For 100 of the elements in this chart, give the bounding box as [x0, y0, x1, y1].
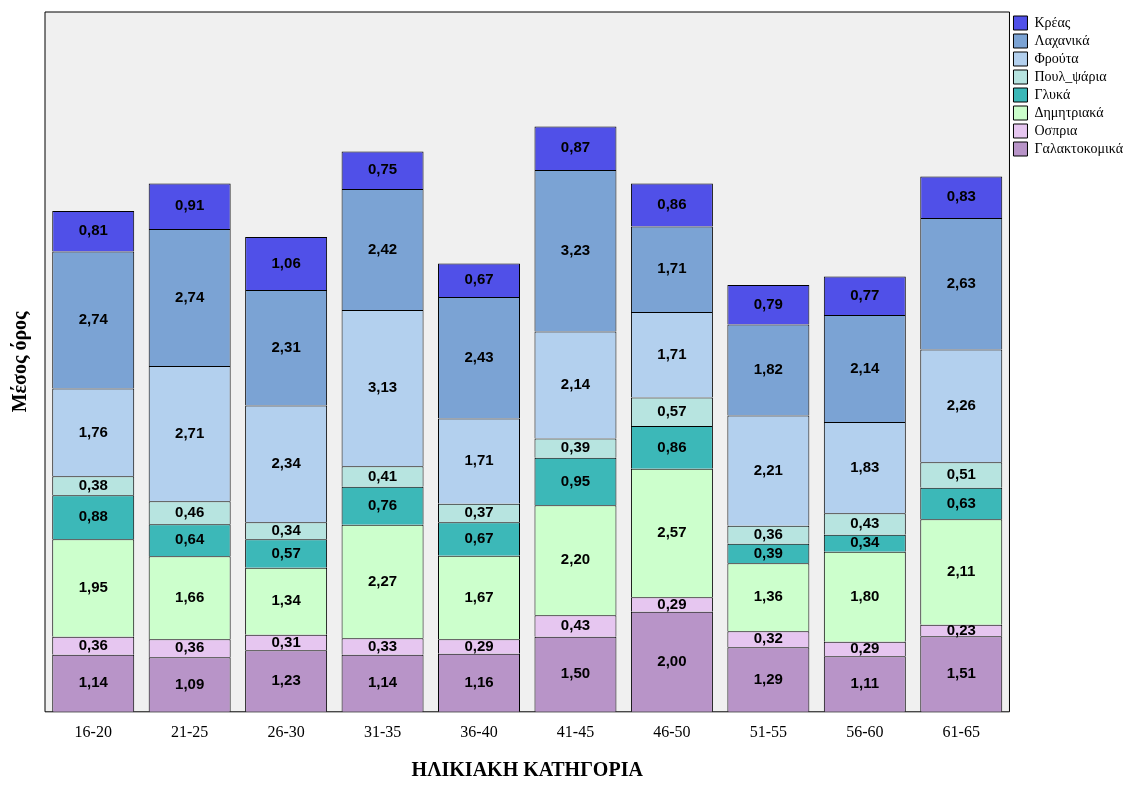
data-label: 0,86 — [657, 195, 687, 213]
data-label: 1,36 — [753, 587, 783, 605]
data-label: 0,57 — [657, 401, 687, 419]
data-label: 1,76 — [78, 422, 108, 440]
data-label: 1,23 — [271, 671, 301, 689]
data-label: 2,26 — [946, 396, 976, 414]
data-label: 0,51 — [946, 465, 976, 483]
data-label: 0,39 — [560, 438, 591, 456]
data-label: 0,31 — [271, 632, 301, 650]
data-label: 1,16 — [464, 672, 494, 690]
x-tick-label: 56-60 — [846, 722, 884, 740]
data-label: 1,67 — [464, 587, 494, 605]
data-label: 2,20 — [560, 550, 591, 568]
data-label: 2,71 — [175, 423, 205, 441]
data-label: 2,74 — [175, 287, 205, 305]
data-label: 0,29 — [850, 639, 880, 657]
data-label: 2,34 — [271, 454, 302, 472]
data-label: 0,32 — [753, 629, 783, 647]
data-label: 2,42 — [367, 239, 398, 257]
x-tick-label: 26-30 — [267, 722, 305, 740]
x-tick-label: 31-35 — [363, 722, 402, 740]
data-label: 2,63 — [946, 273, 976, 291]
x-tick-label: 41-45 — [556, 722, 595, 740]
data-label: 2,21 — [753, 460, 783, 478]
data-label: 2,31 — [271, 337, 301, 355]
data-label: 1,71 — [657, 259, 687, 277]
y-axis-title: Μέσος όρος — [8, 310, 32, 413]
data-label: 0,95 — [560, 471, 591, 489]
legend-label: Δημητριακά — [1034, 104, 1105, 120]
data-label: 2,00 — [657, 651, 687, 669]
data-label: 0,67 — [464, 270, 494, 288]
data-label: 2,27 — [367, 571, 398, 589]
x-tick-label: 16-20 — [74, 722, 112, 740]
x-tick-label: 61-65 — [942, 722, 980, 740]
data-label: 0,38 — [78, 476, 108, 494]
legend-label: Γλυκά — [1034, 86, 1071, 102]
data-label: 0,79 — [753, 294, 783, 312]
legend-label: Γαλακτοκομικά — [1034, 140, 1124, 156]
data-label: 0,34 — [271, 520, 302, 538]
data-label: 1,14 — [367, 673, 398, 691]
data-label: 0,86 — [657, 437, 687, 455]
data-label: 2,57 — [657, 523, 687, 541]
data-label: 1,34 — [271, 591, 302, 609]
data-label: 0,41 — [367, 466, 398, 484]
data-label: 0,43 — [560, 616, 591, 634]
data-label: 1,66 — [175, 587, 205, 605]
data-label: 0,29 — [464, 636, 494, 654]
data-label: 2,74 — [78, 310, 109, 328]
data-label: 1,51 — [946, 664, 976, 682]
data-label: 0,36 — [78, 635, 108, 653]
data-label: 0,81 — [78, 221, 108, 239]
data-label: 0,77 — [850, 285, 880, 303]
data-label: 0,76 — [367, 496, 398, 513]
legend-label: Λαχανικά — [1034, 32, 1091, 48]
legend-label: Οσπρια — [1034, 122, 1078, 138]
data-label: 3,23 — [560, 240, 591, 258]
data-label: 0,36 — [753, 524, 783, 542]
data-label: 1,82 — [753, 360, 783, 378]
x-tick-label: 21-25 — [171, 722, 209, 740]
data-label: 0,88 — [78, 507, 108, 525]
x-tick-label: 46-50 — [653, 722, 691, 740]
data-label: 2,14 — [560, 375, 591, 393]
data-label: 0,34 — [850, 533, 881, 551]
data-label: 1,14 — [78, 673, 109, 691]
data-label: 1,29 — [753, 669, 783, 687]
data-label: 1,09 — [175, 674, 205, 692]
data-label: 1,80 — [850, 586, 880, 604]
data-label: 0,63 — [946, 493, 976, 511]
data-label: 3,13 — [367, 378, 398, 396]
data-label: 0,83 — [946, 187, 976, 205]
data-label: 0,36 — [175, 638, 205, 656]
data-label: 0,33 — [367, 636, 398, 654]
x-tick-label: 36-40 — [460, 722, 498, 740]
data-label: 0,67 — [464, 529, 494, 547]
data-label: 0,39 — [753, 543, 783, 561]
x-axis-title: ΗΛΙΚΙΑΚΗ ΚΑΤΗΓΟΡΙΑ — [411, 758, 644, 781]
data-label: 2,43 — [464, 347, 494, 365]
data-label: 1,50 — [560, 664, 591, 682]
data-label: 0,57 — [271, 543, 301, 561]
data-label: 1,11 — [850, 674, 879, 692]
data-label: 0,37 — [464, 503, 494, 521]
data-label: 1,71 — [464, 451, 494, 469]
data-label: 0,91 — [175, 196, 205, 214]
data-label: 0,43 — [850, 514, 880, 532]
data-label: 1,95 — [78, 578, 108, 596]
data-label: 1,83 — [850, 457, 880, 475]
legend-label: Πουλ_ψάρια — [1034, 68, 1108, 84]
data-label: 0,87 — [560, 138, 591, 156]
data-label: 2,14 — [850, 358, 881, 376]
x-tick-label: 51-55 — [749, 722, 788, 740]
data-label: 2,11 — [947, 562, 976, 580]
data-label: 0,29 — [657, 594, 687, 612]
legend-label: Φρούτα — [1034, 50, 1080, 66]
data-label: 1,06 — [271, 253, 301, 271]
data-label: 0,23 — [946, 620, 976, 638]
legend-label: Κρέας — [1034, 14, 1071, 30]
data-label: 1,71 — [657, 344, 687, 362]
data-label: 0,75 — [367, 160, 398, 178]
data-label: 0,46 — [175, 503, 205, 520]
data-label: 0,64 — [175, 530, 205, 548]
